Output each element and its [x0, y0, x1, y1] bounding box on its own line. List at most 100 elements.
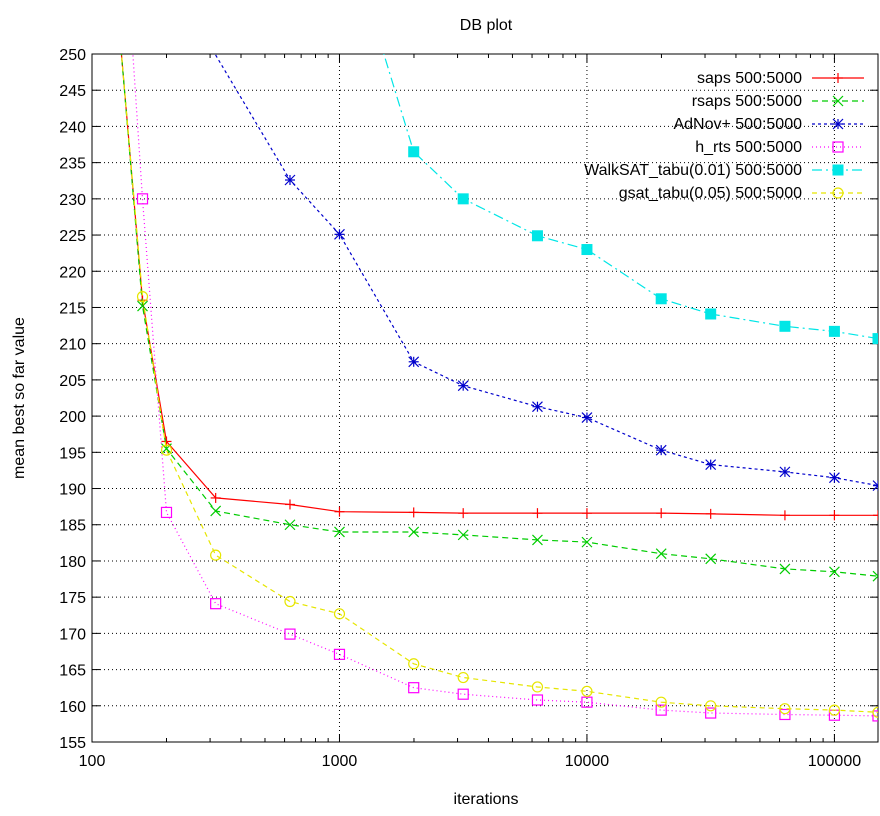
data-point: [655, 704, 667, 716]
data-point: [408, 507, 419, 518]
data-point: [873, 510, 878, 521]
x-tick-label: 100000: [808, 753, 861, 770]
series-line: [214, 54, 878, 487]
series-2: [120, 54, 878, 582]
data-point: [581, 685, 593, 697]
series-4: [132, 54, 878, 722]
series-3: [214, 54, 878, 492]
x-axis-label: iterations: [454, 791, 519, 808]
data-point: [210, 492, 221, 503]
data-point: [457, 529, 469, 541]
legend-item-2: rsaps 500:5000: [692, 93, 864, 110]
legend-label: WalkSAT_tabu(0.01) 500:5000: [584, 162, 802, 179]
data-point: [655, 293, 667, 305]
data-point: [531, 230, 543, 242]
data-point: [779, 320, 791, 332]
series-5: [383, 54, 878, 345]
data-point: [581, 536, 593, 548]
y-axis-label: mean best so far value: [11, 317, 28, 479]
y-tick-label: 250: [59, 47, 86, 64]
data-point: [829, 510, 840, 521]
series-line: [132, 54, 878, 717]
y-tick-label: 240: [59, 119, 86, 136]
data-point: [655, 696, 667, 708]
legend-marker: [832, 95, 844, 107]
data-point: [872, 333, 878, 345]
data-point: [334, 506, 345, 517]
data-point: [531, 681, 544, 693]
legend-item-4: h_rts 500:5000: [695, 139, 864, 156]
data-point: [458, 508, 469, 519]
legend-label: h_rts 500:5000: [695, 139, 802, 156]
y-tick-label: 165: [59, 663, 86, 680]
data-point: [581, 244, 593, 256]
data-point: [210, 505, 222, 517]
y-tick-label: 200: [59, 409, 86, 426]
legend-marker: [833, 73, 843, 83]
data-point: [284, 628, 296, 640]
data-point: [872, 710, 878, 722]
data-point: [136, 193, 149, 205]
legend-item-5: WalkSAT_tabu(0.01) 500:5000: [584, 162, 864, 179]
series-line: [383, 54, 878, 340]
data-point: [705, 508, 716, 519]
data-point: [655, 444, 667, 456]
data-point: [333, 608, 346, 620]
data-point: [872, 570, 878, 582]
data-point: [581, 412, 593, 423]
data-point: [779, 563, 791, 575]
data-point: [872, 706, 878, 718]
y-tick-label: 160: [59, 699, 86, 716]
data-point: [532, 508, 543, 519]
data-point: [457, 671, 469, 684]
y-tick-label: 180: [59, 554, 86, 571]
legend-item-6: gsat_tabu(0.05) 500:5000: [619, 185, 864, 202]
series-line: [120, 54, 878, 516]
grid: [91, 53, 878, 743]
data-point: [210, 549, 222, 561]
y-tick-label: 170: [59, 626, 86, 643]
data-point: [779, 510, 790, 521]
data-point: [408, 526, 420, 538]
legend-item-1: saps 500:5000: [697, 70, 864, 87]
data-point: [828, 566, 840, 578]
legend-marker: [832, 187, 844, 199]
data-point: [408, 356, 420, 368]
y-tick-label: 205: [59, 373, 86, 390]
data-point: [532, 534, 543, 546]
data-point: [779, 466, 791, 478]
data-point: [160, 444, 173, 456]
data-point: [457, 193, 469, 205]
x-tick-label: 1000: [322, 753, 358, 770]
legend-label: saps 500:5000: [697, 70, 802, 87]
y-tick-label: 245: [59, 83, 86, 100]
data-point: [828, 704, 841, 716]
data-point: [656, 508, 667, 519]
data-point: [284, 174, 296, 186]
data-point: [284, 519, 296, 531]
y-tick-label: 225: [59, 228, 86, 245]
data-point: [705, 459, 717, 471]
y-tick-label: 230: [59, 192, 86, 209]
legend-label: gsat_tabu(0.05) 500:5000: [619, 185, 802, 202]
series-6: [120, 54, 878, 718]
data-point: [136, 291, 149, 303]
legend: saps 500:5000 rsaps 500:5000 AdNov+ 500:50…: [584, 70, 864, 202]
y-tick-label: 235: [59, 156, 86, 173]
y-tick-label: 190: [59, 482, 86, 499]
data-point: [779, 708, 791, 721]
x-tick-label: 10000: [565, 753, 610, 770]
y-tick-label: 210: [59, 337, 86, 354]
axes: 155 160 165 170 175 180 185 190 195 200 205 210 215 2…: [59, 47, 879, 770]
y-tick-label: 185: [59, 518, 86, 535]
plot-frame: [91, 53, 879, 743]
chart-title: DB plot: [460, 17, 513, 34]
data-point: [532, 401, 543, 413]
y-tick-label: 155: [59, 735, 86, 752]
data-point: [872, 480, 878, 492]
series-line: [120, 54, 878, 713]
legend-marker: [832, 118, 844, 130]
legend-label: AdNov+ 500:5000: [673, 116, 802, 133]
